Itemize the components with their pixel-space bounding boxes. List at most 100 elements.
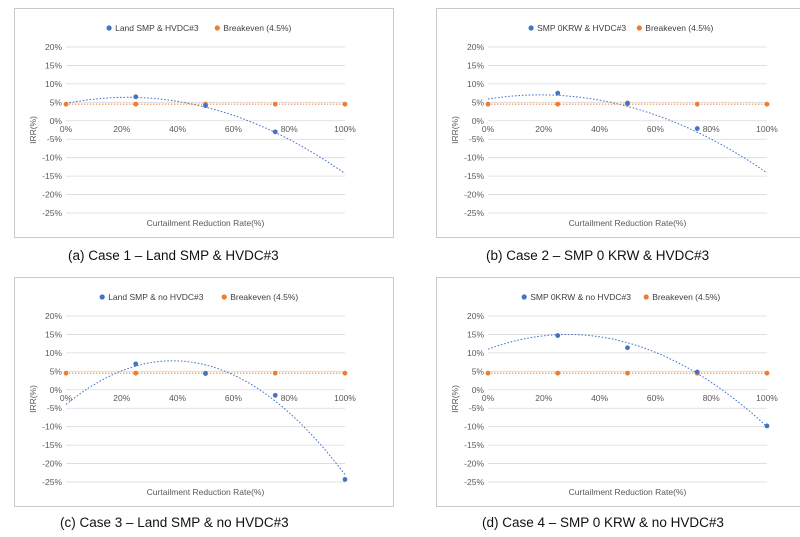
legend-marker [521,294,527,300]
data-point [342,101,348,107]
x-tick-label: 100% [756,124,778,134]
legend-marker [643,294,649,300]
trendline [65,96,346,174]
data-point [555,370,561,376]
y-tick-label: 15% [45,60,62,70]
trendline [65,360,346,475]
data-point [555,101,561,107]
y-tick-label: -15% [464,171,484,181]
legend-label: Land SMP & HVDC#3 [115,23,199,33]
x-tick-label: 40% [169,124,186,134]
y-tick-label: -5% [469,134,485,144]
y-tick-label: -10% [42,422,62,432]
y-tick-label: -5% [469,403,485,413]
y-tick-label: 5% [50,366,63,376]
y-tick-label: -15% [42,171,62,181]
legend-label: Breakeven (4.5%) [223,23,291,33]
x-tick-label: 20% [535,393,552,403]
y-tick-label: 5% [472,366,485,376]
legend-label: Breakeven (4.5%) [645,23,713,33]
x-tick-label: 0% [482,393,495,403]
data-point [764,370,770,376]
x-tick-label: 100% [334,393,356,403]
y-axis-title: IRR(%) [450,116,460,144]
x-tick-label: 60% [225,393,242,403]
y-tick-label: 5% [472,97,485,107]
y-tick-label: 0% [472,385,485,395]
data-point [342,370,348,376]
trendline [487,334,768,428]
y-tick-label: -10% [464,153,484,163]
data-point [625,370,630,376]
data-point [63,370,69,376]
chart-panel-b: 20% 15% 10% 5% 0% -5% -10% -15% -20% -25% 0% 20% 40%… [436,8,800,238]
y-tick-label: -20% [42,190,62,200]
data-point [272,392,278,398]
x-tick-label: 0% [60,124,73,134]
caption-a: (a) Case 1 – Land SMP & HVDC#3 [68,248,279,263]
legend-marker [528,25,534,31]
x-tick-label: 20% [113,393,130,403]
y-tick-label: 20% [45,42,62,52]
x-tick-label: 60% [647,124,664,134]
y-tick-label: 15% [467,329,484,339]
x-tick-label: 60% [647,393,664,403]
y-tick-label: 20% [467,42,484,52]
data-point [342,477,348,482]
legend-label: Breakeven (4.5%) [652,292,720,302]
x-tick-label: 60% [225,124,242,134]
y-tick-label: 10% [467,79,484,89]
y-axis-title: IRR(%) [28,116,38,144]
chart-svg-c: 20%15%10%5%0%-5%-10%-15%-20%-25%0% 20% 40%… [28,292,356,497]
y-tick-label: -25% [42,477,62,487]
chart-panel-d: 20% 15% 10% 5% 0% -5% -10% -15% -20% -25% 0% 20% 40%… [436,277,800,507]
data-point [272,370,278,376]
y-tick-label: -20% [464,459,484,469]
y-tick-label: 0% [50,385,63,395]
data-point [764,423,770,429]
y-tick-label: 20% [45,311,62,321]
y-tick-label: 0% [50,116,63,126]
x-tick-label: 0% [482,124,495,134]
x-axis-title: Curtailment Reduction Rate(%) [147,487,265,497]
data-point [694,369,700,375]
data-point [133,101,139,107]
legend-label: Land SMP & no HVDC#3 [108,292,204,302]
y-tick-label: -25% [464,477,484,487]
data-point [203,103,208,109]
y-tick-label: -10% [42,153,62,163]
x-tick-label: 20% [535,124,552,134]
legend-label: SMP 0KRW & HVDC#3 [537,23,626,33]
legend-label: Breakeven (4.5%) [230,292,298,302]
x-tick-label: 20% [113,124,130,134]
legend-marker [221,294,227,300]
y-tick-label: 15% [467,60,484,70]
y-tick-label: -15% [42,440,62,450]
data-point [133,94,139,100]
caption-d: (d) Case 4 – SMP 0 KRW & no HVDC#3 [482,515,724,530]
chart-svg-b: 20%15%10%5%0%-5%-10%-15%-20%-25%0% 20% 40%… [450,23,778,228]
data-point [764,101,770,107]
y-tick-label: 10% [45,79,62,89]
y-axis-title: IRR(%) [450,385,460,413]
data-point [625,345,630,351]
data-point [694,126,700,131]
y-tick-label: -25% [464,208,484,218]
data-point [133,361,139,367]
x-tick-label: 80% [281,124,298,134]
x-tick-label: 100% [334,124,356,134]
x-tick-label: 100% [756,393,778,403]
y-tick-label: 15% [45,329,62,339]
caption-b: (b) Case 2 – SMP 0 KRW & HVDC#3 [486,248,710,263]
data-point [63,101,69,107]
chart-svg-a: 20%15%10%5%0%-5%-10%-15%-20%-25%0% 20% 40%… [28,23,356,228]
chart-svg-d: 20%15%10%5%0%-5%-10%-15%-20%-25%0% 20% 40%… [450,292,778,497]
data-point [694,101,700,107]
data-point [203,371,208,376]
y-tick-label: -25% [42,208,62,218]
x-axis-title: Curtailment Reduction Rate(%) [569,487,687,497]
y-axis-title: IRR(%) [28,385,38,413]
data-point [133,370,139,376]
chart-panel-a: 20% 15% 10% 5% 0% -5% -10% -15% -20% -25% 0% 20% 40%… [14,8,394,238]
data-point [485,370,491,376]
